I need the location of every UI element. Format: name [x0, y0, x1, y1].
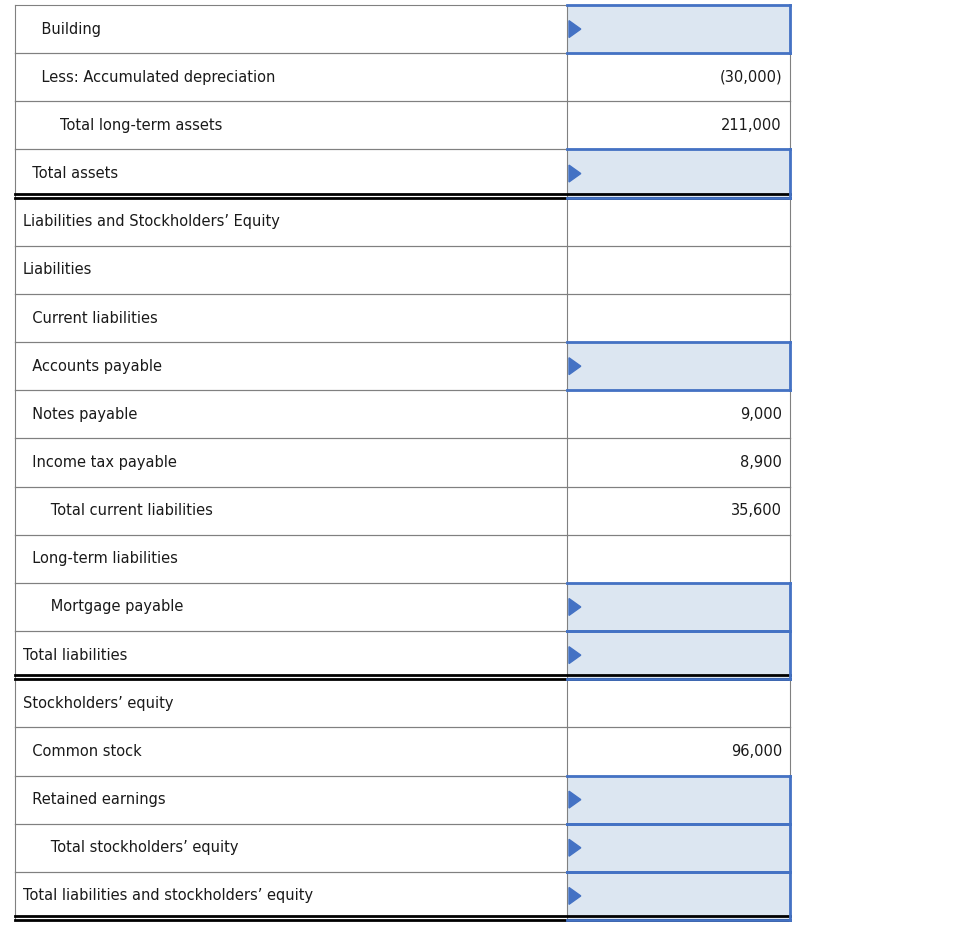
Polygon shape [569, 20, 581, 37]
Text: Mortgage payable: Mortgage payable [23, 600, 184, 615]
Text: Notes payable: Notes payable [23, 406, 137, 422]
Polygon shape [569, 646, 581, 664]
Text: 35,600: 35,600 [731, 503, 782, 518]
Text: Total long-term assets: Total long-term assets [23, 118, 222, 133]
Text: Income tax payable: Income tax payable [23, 455, 177, 470]
Text: Total stockholders’ equity: Total stockholders’ equity [23, 841, 239, 856]
Bar [567, 824, 790, 871]
Bar [567, 776, 790, 824]
Text: Building: Building [23, 21, 101, 36]
Text: Total liabilities: Total liabilities [23, 647, 128, 663]
Text: Total assets: Total assets [23, 166, 118, 181]
Polygon shape [569, 358, 581, 375]
Text: 211,000: 211,000 [722, 118, 782, 133]
Bar [567, 871, 790, 920]
Polygon shape [569, 887, 581, 904]
Text: Total liabilities and stockholders’ equity: Total liabilities and stockholders’ equi… [23, 888, 313, 903]
Text: Total current liabilities: Total current liabilities [23, 503, 213, 518]
Text: Accounts payable: Accounts payable [23, 359, 162, 374]
Text: (30,000): (30,000) [720, 70, 782, 85]
Text: 8,900: 8,900 [740, 455, 782, 470]
Polygon shape [569, 791, 581, 808]
Text: Liabilities: Liabilities [23, 262, 93, 277]
Bar [567, 150, 790, 198]
Polygon shape [569, 840, 581, 857]
Bar [567, 631, 790, 679]
Bar [567, 342, 790, 391]
Bar [567, 5, 790, 53]
Text: 96,000: 96,000 [730, 744, 782, 759]
Polygon shape [569, 599, 581, 616]
Text: Long-term liabilities: Long-term liabilities [23, 551, 178, 566]
Text: Common stock: Common stock [23, 744, 142, 759]
Bar [567, 583, 790, 631]
Text: Less: Accumulated depreciation: Less: Accumulated depreciation [23, 70, 275, 85]
Text: Retained earnings: Retained earnings [23, 792, 165, 807]
Text: Current liabilities: Current liabilities [23, 311, 157, 325]
Polygon shape [569, 166, 581, 182]
Text: 9,000: 9,000 [740, 406, 782, 422]
Text: Stockholders’ equity: Stockholders’ equity [23, 696, 174, 711]
Text: Liabilities and Stockholders’ Equity: Liabilities and Stockholders’ Equity [23, 214, 280, 229]
